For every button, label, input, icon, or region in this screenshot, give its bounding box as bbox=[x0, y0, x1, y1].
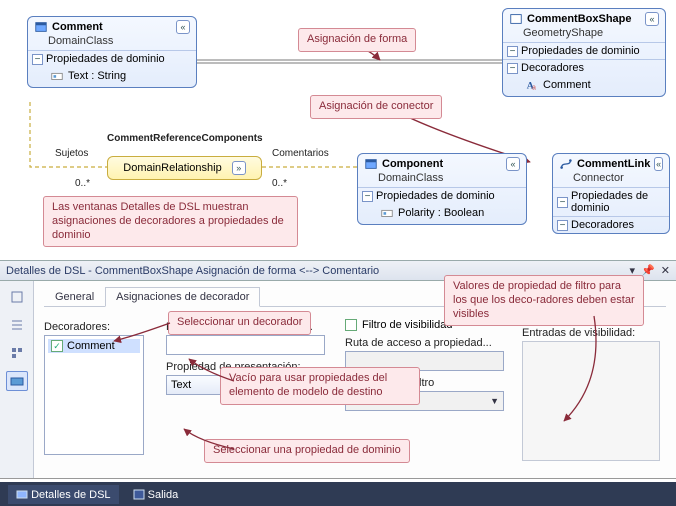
section-label: Propiedades de dominio bbox=[376, 190, 522, 202]
section-label: Propiedades de dominio bbox=[571, 190, 665, 214]
chevron-down-icon: ▼ bbox=[490, 396, 499, 406]
diagram-canvas: Comment « DomainClass − Propiedades de d… bbox=[0, 0, 676, 260]
class-icon bbox=[364, 157, 378, 171]
relationship-name: CommentReferenceComponents bbox=[107, 133, 263, 144]
node-dr-title: DomainRelationship bbox=[123, 162, 221, 174]
mult-right: 0..* bbox=[272, 178, 287, 189]
expand-icon[interactable]: » bbox=[232, 161, 246, 175]
node-cl-title: CommentLink bbox=[577, 158, 650, 170]
class-icon bbox=[34, 20, 48, 34]
decorator-item-label: Comment bbox=[67, 340, 115, 352]
callout-shape-map: Asignación de forma bbox=[298, 28, 416, 52]
node-cbs-title: CommentBoxShape bbox=[527, 13, 632, 25]
status-bar: Detalles de DSL Salida bbox=[0, 482, 676, 506]
callout-connector-map: Asignación de conector bbox=[310, 95, 442, 119]
collapse-icon[interactable]: « bbox=[506, 157, 520, 171]
svg-text:a: a bbox=[532, 84, 536, 91]
vtab-1[interactable] bbox=[6, 287, 28, 307]
path-to-prop2-label: Ruta de acceso a propiedad... bbox=[345, 337, 504, 349]
expander-icon[interactable]: − bbox=[507, 63, 518, 74]
details-panel: General Asignaciones de decorador Decora… bbox=[34, 281, 676, 478]
display-prop-value: Text bbox=[171, 379, 191, 391]
statusbar-output[interactable]: Salida bbox=[133, 488, 179, 501]
section-label: Decoradores bbox=[521, 62, 661, 74]
connector-icon bbox=[559, 157, 573, 171]
vertical-tabs bbox=[0, 281, 34, 478]
expander-icon[interactable]: − bbox=[557, 220, 568, 231]
node-component[interactable]: Component « DomainClass − Propiedades de… bbox=[357, 153, 527, 225]
node-cbs-subtitle: GeometryShape bbox=[503, 27, 665, 42]
decorator-item[interactable]: ✓ Comment bbox=[48, 339, 140, 353]
vtab-3[interactable] bbox=[6, 343, 28, 363]
collapse-icon[interactable]: « bbox=[654, 157, 663, 171]
details-body: General Asignaciones de decorador Decora… bbox=[0, 281, 676, 479]
callout-empty-path: Vacío para usar propiedades del elemento… bbox=[220, 367, 420, 405]
path-to-prop-input[interactable] bbox=[166, 335, 325, 355]
shape-icon bbox=[509, 12, 523, 26]
checkbox-checked-icon[interactable]: ✓ bbox=[51, 340, 63, 352]
property-text: Text : String bbox=[68, 70, 126, 82]
collapse-icon[interactable]: « bbox=[176, 20, 190, 34]
node-component-title: Component bbox=[382, 158, 443, 170]
visibility-entries-label: Entradas de visibilidad: bbox=[522, 327, 660, 339]
collapse-icon[interactable]: « bbox=[645, 12, 659, 26]
text-decorator-icon: Aa bbox=[525, 78, 539, 92]
property-icon bbox=[50, 69, 64, 83]
visibility-filter-label: Filtro de visibilidad bbox=[362, 319, 452, 331]
role-comments: Comentarios bbox=[272, 148, 329, 159]
expander-icon[interactable]: − bbox=[32, 54, 43, 65]
property-icon bbox=[380, 206, 394, 220]
callout-select-domain-prop: Seleccionar una propiedad de dominio bbox=[204, 439, 410, 463]
callout-dsl-windows: Las ventanas Detalles de DSL muestran as… bbox=[43, 196, 298, 247]
visibility-entries-list[interactable] bbox=[522, 341, 660, 461]
node-commentboxshape[interactable]: CommentBoxShape « GeometryShape − Propie… bbox=[502, 8, 666, 97]
vtab-4-active[interactable] bbox=[6, 371, 28, 391]
section-label: Decoradores bbox=[571, 219, 665, 231]
node-comment-title: Comment bbox=[52, 21, 103, 33]
node-commentlink[interactable]: CommentLink « Connector − Propiedades de… bbox=[552, 153, 670, 234]
node-domainrelationship[interactable]: DomainRelationship » bbox=[107, 156, 262, 180]
expander-icon[interactable]: − bbox=[362, 191, 373, 202]
tab-decorator-maps[interactable]: Asignaciones de decorador bbox=[105, 287, 260, 307]
node-comment-subtitle: DomainClass bbox=[28, 35, 196, 50]
decorators-label: Decoradores: bbox=[44, 321, 154, 333]
tab-general[interactable]: General bbox=[44, 287, 105, 306]
node-component-subtitle: DomainClass bbox=[358, 172, 526, 187]
decorator-text: Comment bbox=[543, 79, 591, 91]
property-text: Polarity : Boolean bbox=[398, 207, 484, 219]
role-subjects: Sujetos bbox=[55, 148, 88, 159]
visibility-filter-checkbox[interactable] bbox=[345, 319, 357, 331]
expander-icon[interactable]: − bbox=[507, 46, 518, 57]
node-comment[interactable]: Comment « DomainClass − Propiedades de d… bbox=[27, 16, 197, 88]
callout-filter-values: Valores de propiedad de filtro para los … bbox=[444, 275, 644, 326]
close-icon[interactable]: ✕ bbox=[661, 264, 670, 277]
callout-select-decorator: Seleccionar un decorador bbox=[168, 311, 311, 335]
vtab-2[interactable] bbox=[6, 315, 28, 335]
section-label: Propiedades de dominio bbox=[521, 45, 661, 57]
decorators-list[interactable]: ✓ Comment bbox=[44, 335, 144, 455]
section-label: Propiedades de dominio bbox=[46, 53, 192, 65]
mult-left: 0..* bbox=[75, 178, 90, 189]
statusbar-dsl-details[interactable]: Detalles de DSL bbox=[8, 485, 119, 504]
details-title: Detalles de DSL - CommentBoxShape Asigna… bbox=[6, 265, 379, 277]
expander-icon[interactable]: − bbox=[557, 197, 568, 208]
node-cl-subtitle: Connector bbox=[553, 172, 669, 187]
